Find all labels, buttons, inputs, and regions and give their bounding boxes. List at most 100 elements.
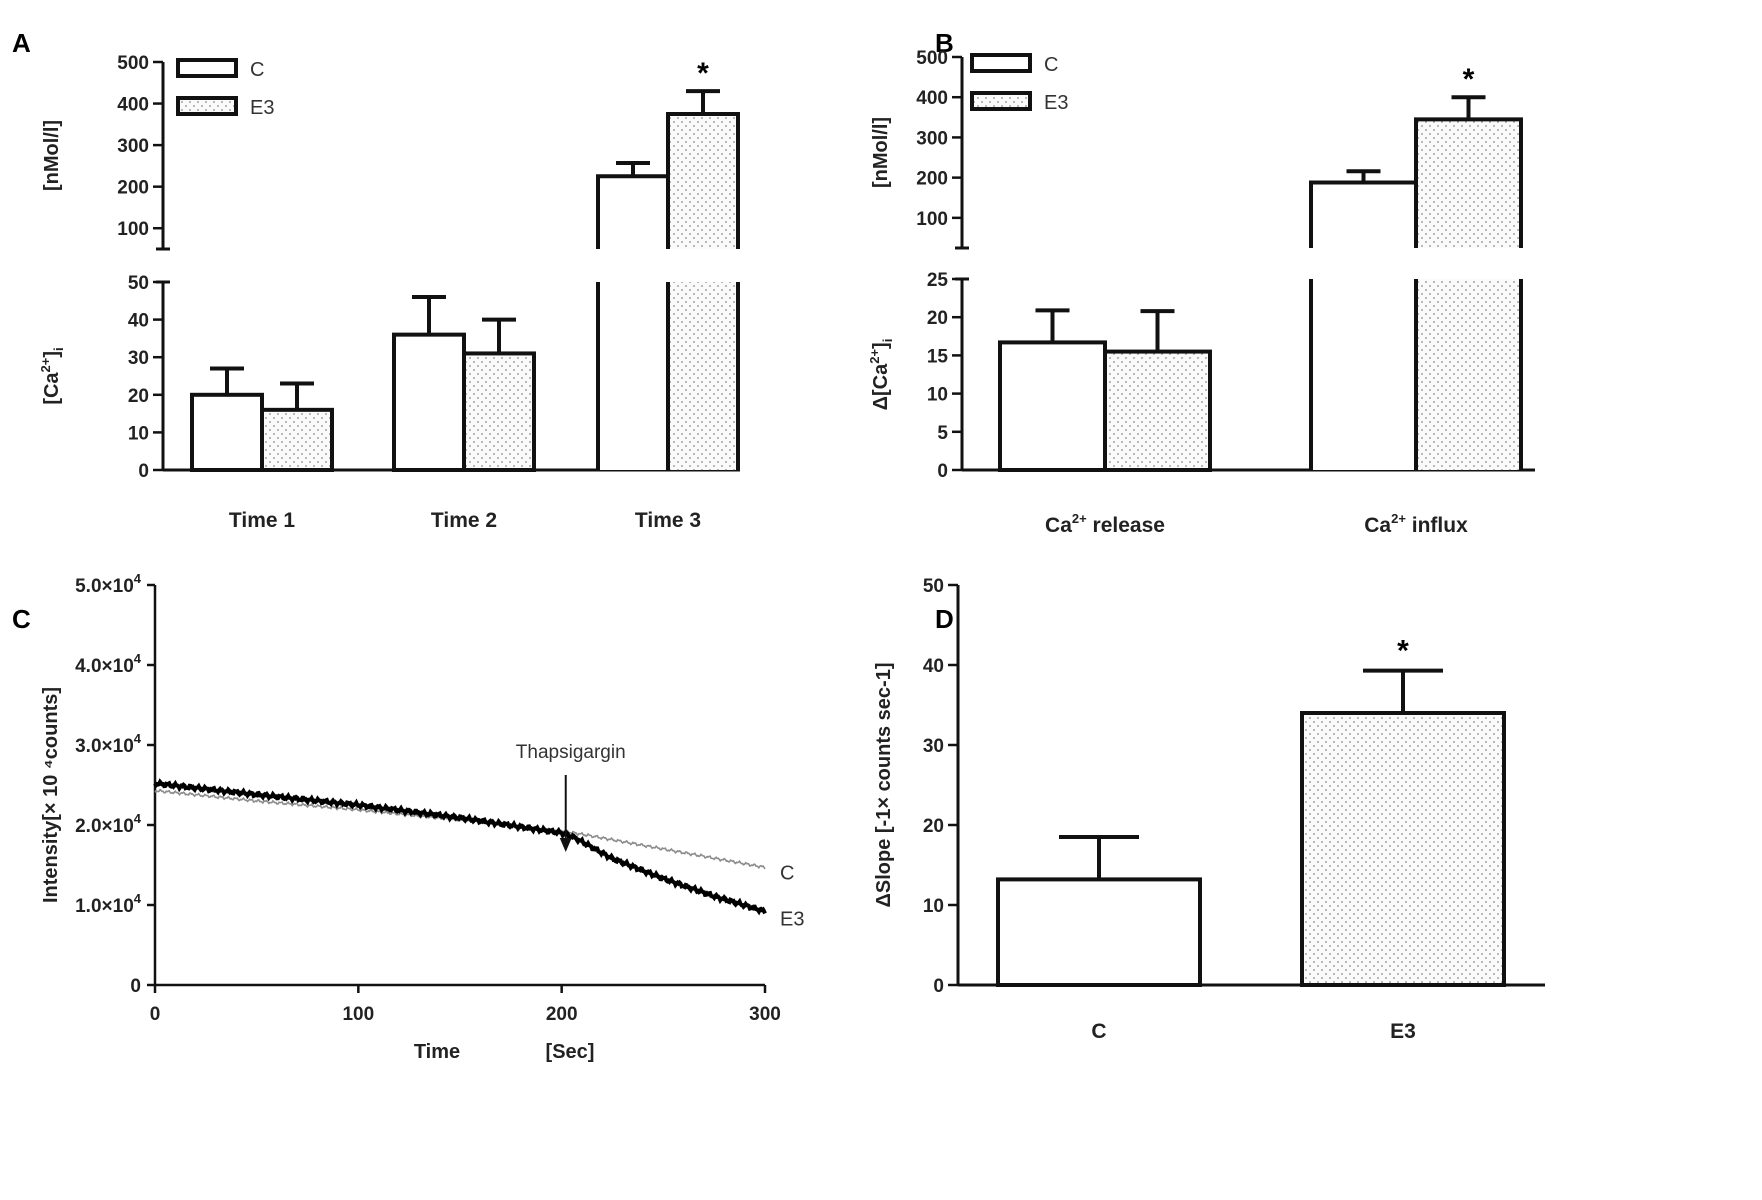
y-tick-label: 0 [937,461,948,482]
bar-c [190,392,264,472]
bar-e3-lower [1416,279,1521,470]
y-tick-label: 4.0×104 [75,651,142,677]
bar-c-upper [598,176,668,249]
category-superscript: 2+ [1072,511,1087,526]
y-tick-label: 10 [128,423,149,444]
tick-base: ×10 [102,576,134,597]
bar-e3 [1103,349,1212,472]
y-tick-label: 20 [927,308,948,329]
tick-exponent: 4 [134,651,142,666]
y-axis-label-subscript: i [880,339,895,343]
bar-e3 [1300,711,1506,987]
y-axis-unit-label: [nMol/l] [870,117,892,188]
x-category-label: Ca2+ influx [1364,511,1468,537]
y-tick-label: 30 [128,348,149,369]
y-tick-label: 2.0×104 [75,811,142,837]
y-tick-label: 300 [916,128,948,149]
significance-star: * [1397,635,1409,668]
tick-mantissa: 2.0 [75,816,101,837]
legend-label-c: C [1044,54,1058,76]
bar-c [392,332,466,473]
bar-c-lower [598,282,668,470]
x-category-label: Ca2+ release [1045,511,1165,537]
y-tick-label: 50 [923,576,944,597]
legend-swatch-e3 [176,96,238,116]
x-axis-unit: [Sec] [546,1041,595,1063]
y-tick-label: 500 [916,48,948,69]
y-tick-label: 500 [117,53,149,74]
y-tick-label: 50 [128,273,149,294]
legend-label-e3: E3 [250,97,274,119]
bar-e3 [260,407,334,472]
bar-e3-upper [1416,119,1521,248]
annotation-label: Thapsigargin [516,742,626,763]
series-line-c [154,788,766,870]
category-text: release [1087,514,1165,537]
x-category-label: E3 [1390,1020,1416,1043]
x-axis-label: Time [414,1041,460,1063]
y-axis-label: Intensity[× 10 ⁴counts] [40,687,62,903]
y-axis-label-text: ] [870,342,892,349]
x-tick-label: 0 [150,1004,161,1025]
y-axis-label-subscript: i [51,347,66,351]
legend-label-e3: E3 [1044,92,1068,114]
x-tick-label: 200 [546,1004,578,1025]
tick-base: ×10 [102,656,134,677]
x-tick-label: 300 [749,1004,781,1025]
y-axis-label-superscript: 2+ [867,349,882,364]
y-tick-label: 1.0×104 [75,891,142,917]
category-text: influx [1406,514,1468,537]
tick-exponent: 4 [134,571,142,586]
y-tick-label: 3.0×104 [75,731,142,757]
bar-c [996,877,1202,988]
y-tick-label: 300 [117,136,149,157]
y-tick-label: 30 [923,736,944,757]
category-superscript: 2+ [1391,511,1406,526]
bar-c [998,340,1107,472]
x-category-label: C [1091,1020,1106,1043]
bar-e3 [462,351,536,472]
x-category-label: Time 2 [431,509,497,532]
panel-label-b: B [935,28,954,58]
panel-d-chart: 0 10 20 30 40 50 ΔSlope [-1× counts sec-1] C E3 * [873,576,1545,1043]
tick-mantissa: 1.0 [75,896,101,917]
panel-label-d: D [935,604,954,634]
panel-b-chart: 0510152025100200300400500Δ[Ca2+]i[nMol/l… [867,48,1535,537]
y-tick-label: 40 [128,311,149,332]
x-category-label: Time 1 [229,509,295,532]
significance-star: * [1463,63,1475,96]
y-axis-label: [Ca2+]i [38,347,66,404]
y-tick-label: 15 [927,346,949,367]
y-tick-label: 5.0×104 [75,571,142,597]
significance-star: * [697,57,709,90]
tick-base: ×10 [102,736,134,757]
y-axis-label-text: [Ca [41,372,63,405]
bar-e3-lower [668,282,738,470]
y-axis-unit-label: [nMol/l] [41,120,63,191]
y-axis-label: ΔSlope [-1× counts sec-1] [873,663,895,908]
y-tick-label: 0 [130,976,141,997]
tick-exponent: 4 [134,731,142,746]
y-tick-label: 400 [117,95,149,116]
x-tick-label: 100 [342,1004,374,1025]
y-tick-label: 400 [916,88,948,109]
category-text: Ca [1364,514,1391,537]
y-tick-label: 40 [923,656,944,677]
y-tick-label: 20 [923,816,944,837]
legend-swatch-c [970,53,1032,73]
y-axis-label-text: Δ[Ca [870,363,892,410]
legend-label-c: C [250,59,264,81]
legend-swatch-e3 [970,91,1032,111]
tick-base: ×10 [102,896,134,917]
series-line-e3 [153,778,767,916]
tick-mantissa: 5.0 [75,576,101,597]
y-axis-label-text: ] [41,351,63,358]
legend-swatch-c [176,58,238,78]
y-tick-label: 5 [937,423,948,444]
series-label-e3: E3 [780,908,804,930]
bar-e3-upper [668,113,738,249]
y-tick-label: 200 [916,169,948,190]
y-axis-label: Δ[Ca2+]i [867,339,895,411]
bar-c-upper [1311,182,1416,248]
